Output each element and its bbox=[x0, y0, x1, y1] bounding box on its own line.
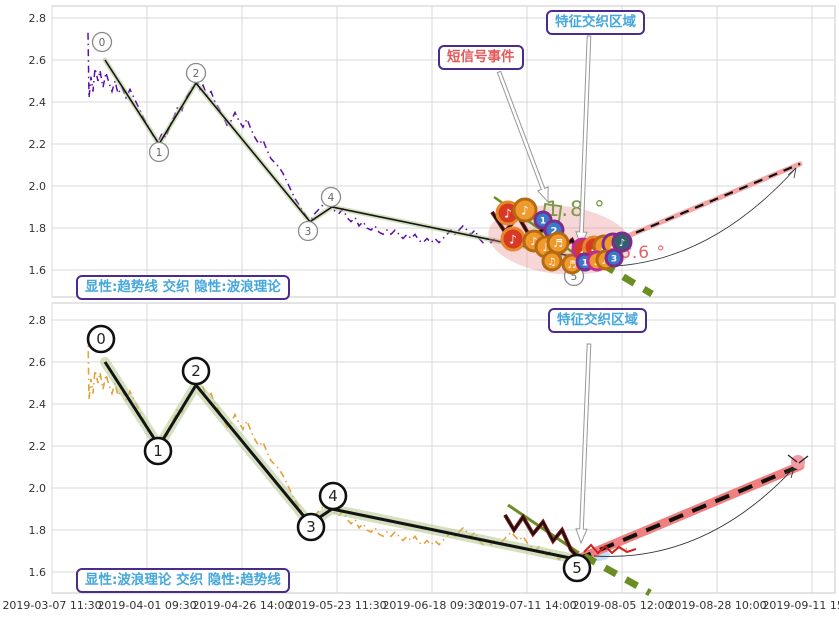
signal-marker bbox=[611, 231, 633, 253]
wave-marker-label: 3 bbox=[305, 226, 312, 238]
y-tick-label: 2.0 bbox=[29, 482, 47, 495]
x-tick-label: 2019-07-11 14:00 bbox=[477, 599, 576, 612]
trend-line-bottom bbox=[103, 361, 578, 561]
y-tick-label: 2.4 bbox=[29, 398, 47, 411]
y-tick-label: 2.4 bbox=[29, 96, 47, 109]
signal-marker-glyph: ♬ bbox=[553, 237, 563, 250]
signal-marker bbox=[512, 197, 538, 223]
wave-marker-top bbox=[185, 62, 207, 84]
wave-marker-bottom bbox=[318, 481, 348, 511]
wave-marker-bottom bbox=[86, 324, 116, 354]
signal-marker bbox=[541, 250, 563, 272]
signal-marker-glyph: 2 bbox=[551, 226, 558, 237]
wave-marker-top bbox=[91, 31, 113, 53]
y-tick-label: 2.0 bbox=[29, 180, 47, 193]
wave-marker-label: 4 bbox=[328, 487, 338, 505]
y-tick-label: 2.2 bbox=[29, 440, 47, 453]
arc-arrowhead-top bbox=[787, 167, 797, 179]
top-feature-region-label: 特征交织区域 bbox=[546, 10, 645, 35]
forecast-dashed-bottom bbox=[576, 464, 801, 562]
wave-marker-top bbox=[297, 220, 319, 242]
signal-marker-glyph: ♪ bbox=[521, 204, 529, 218]
wave-marker-bottom bbox=[296, 512, 326, 542]
y-tick-label: 1.8 bbox=[29, 524, 47, 537]
wave-marker-bottom bbox=[181, 356, 211, 386]
signal-marker-glyph: 1 bbox=[540, 216, 546, 226]
short-signal-event-label: 短信号事件 bbox=[438, 45, 524, 70]
y-tick-label: 2.6 bbox=[29, 356, 47, 369]
x-tick-label: 2019-08-28 10:00 bbox=[667, 599, 766, 612]
down-arrow-event bbox=[496, 70, 549, 204]
x-tick-label: 2019-06-18 09:30 bbox=[382, 599, 481, 612]
wave-marker-label: 0 bbox=[99, 37, 106, 49]
forecast-endpoint-dot bbox=[791, 455, 805, 469]
bottom-feature-region-label: 特征交织区域 bbox=[548, 308, 647, 333]
y-tick-label: 1.8 bbox=[29, 222, 47, 235]
y-tick-label: 2.8 bbox=[29, 12, 47, 25]
signal-marker-glyph: 3 bbox=[611, 254, 617, 264]
wave-marker-top bbox=[148, 141, 170, 163]
wave-marker-label: 0 bbox=[96, 330, 106, 348]
top-legend-label: 显性:趋势线 交织 隐性:波浪理论 bbox=[76, 275, 290, 300]
signal-marker-glyph: ♫ bbox=[548, 257, 557, 268]
wave-marker-label: 5 bbox=[571, 271, 578, 283]
wave-marker-label: 1 bbox=[153, 442, 163, 460]
down-arrow-bottom bbox=[575, 343, 592, 545]
angle-annotation-red: 6.6 ° bbox=[620, 243, 666, 263]
projection-arc-bottom bbox=[593, 467, 795, 557]
wave-marker-bottom bbox=[143, 436, 173, 466]
wave-marker-label: 2 bbox=[193, 68, 200, 80]
x-tick-label: 2019-05-23 11:30 bbox=[287, 599, 386, 612]
angle-annotation-green: 1.8 ° bbox=[546, 197, 607, 221]
wave-marker-top bbox=[320, 186, 342, 208]
zigzag-black-bottom bbox=[504, 514, 579, 558]
signal-marker-glyph: ♪ bbox=[542, 241, 549, 254]
x-tick-label: 2019-09-11 15:00 bbox=[762, 599, 839, 612]
signal-marker-glyph: ♪ bbox=[619, 238, 625, 249]
x-tick-label: 2019-03-07 11:30 bbox=[2, 599, 101, 612]
mini-zigzag-after-5 bbox=[583, 543, 637, 555]
signal-marker-glyph: ♪ bbox=[509, 233, 517, 247]
wave-marker-label: 1 bbox=[156, 147, 163, 159]
wave-marker-label: 2 bbox=[191, 362, 201, 380]
x-tick-label: 2019-04-26 14:00 bbox=[192, 599, 291, 612]
endpoint-tick-marks bbox=[787, 454, 809, 464]
wave-marker-label: 5 bbox=[572, 559, 582, 577]
wave-marker-label: 4 bbox=[328, 192, 335, 204]
y-tick-label: 2.8 bbox=[29, 314, 47, 327]
x-tick-label: 2019-08-05 12:00 bbox=[572, 599, 671, 612]
trend-line-top bbox=[104, 59, 578, 259]
y-tick-label: 2.2 bbox=[29, 138, 47, 151]
x-tick-label: 2019-04-01 09:30 bbox=[97, 599, 196, 612]
wave-marker-label: 3 bbox=[306, 518, 316, 536]
wave-marker-bottom bbox=[562, 553, 592, 583]
arc-arrowhead-bottom bbox=[784, 467, 795, 479]
signal-marker-glyph: 1 bbox=[582, 258, 588, 268]
signal-marker-glyph: ♪ bbox=[504, 207, 512, 221]
y-tick-label: 2.6 bbox=[29, 54, 47, 67]
signal-marker-glyph: ♬ bbox=[568, 260, 577, 271]
signal-marker bbox=[604, 248, 624, 268]
olive-dashed-breakdown-bottom bbox=[582, 552, 652, 597]
y-tick-label: 1.6 bbox=[29, 264, 47, 277]
bottom-legend-label: 显性:波浪理论 交织 隐性:趋势线 bbox=[76, 568, 290, 593]
signal-marker-glyph: ♪ bbox=[530, 235, 537, 248]
y-tick-label: 1.6 bbox=[29, 566, 47, 579]
